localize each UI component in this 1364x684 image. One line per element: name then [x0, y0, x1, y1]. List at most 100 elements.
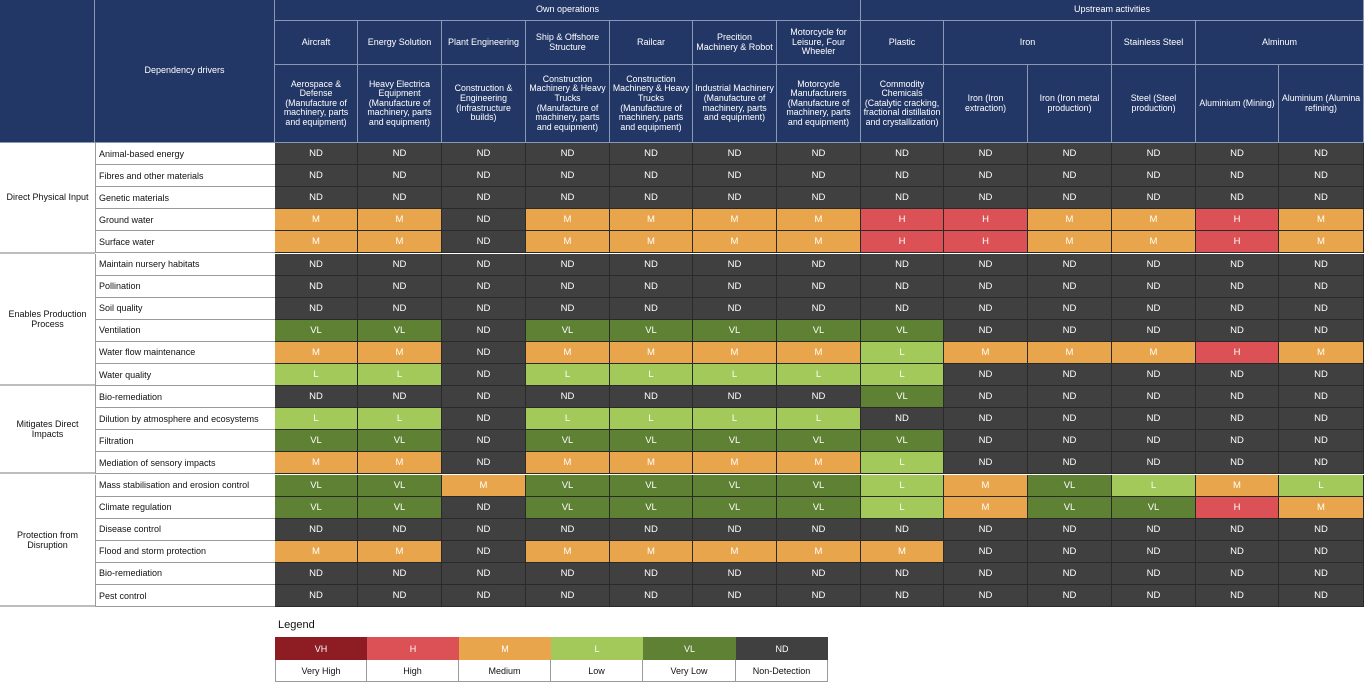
header-column: Commodity Chemicals (Catalytic cracking,… [861, 65, 944, 143]
heatmap-cell: VL [693, 474, 777, 497]
category-label: Enables Production Process [0, 253, 95, 387]
heatmap-cell: ND [693, 165, 777, 188]
heatmap-cell: H [1196, 231, 1279, 254]
heatmap-cell: ND [610, 297, 693, 320]
driver-label: Filtration [95, 430, 275, 453]
heatmap-cell: ND [1196, 562, 1279, 585]
heatmap-cell: ND [944, 297, 1028, 320]
heatmap-cell: H [1196, 496, 1279, 519]
heatmap-cell: ND [442, 297, 526, 320]
heatmap-cell: ND [442, 408, 526, 431]
heatmap-cell: M [610, 540, 693, 563]
heatmap-cell: ND [442, 585, 526, 608]
heatmap-cell: ND [275, 562, 358, 585]
heatmap-cell: ND [1196, 297, 1279, 320]
heatmap-cell: ND [1196, 143, 1279, 166]
heatmap-cell: L [526, 364, 610, 387]
driver-label: Water quality [95, 364, 275, 387]
heatmap-cell: VL [861, 319, 944, 342]
heatmap-cell: M [777, 540, 861, 563]
driver-label: Soil quality [95, 297, 275, 320]
heatmap-cell: ND [358, 518, 442, 541]
heatmap-cell: ND [526, 165, 610, 188]
heatmap-cell: M [526, 452, 610, 475]
legend-label: Very Low [643, 660, 736, 682]
driver-label: Bio-remediation [95, 386, 275, 409]
header-column: Industrial Machinery (Manufacture of mac… [693, 65, 777, 143]
heatmap-cell: ND [1196, 165, 1279, 188]
heatmap-cell: M [1196, 474, 1279, 497]
heatmap-cell: ND [693, 253, 777, 276]
heatmap-cell: ND [1279, 408, 1364, 431]
header-column: Construction Machinery & Heavy Trucks (M… [526, 65, 610, 143]
heatmap-cell: L [861, 364, 944, 387]
heatmap-cell: ND [1279, 585, 1364, 608]
heatmap-cell: ND [1196, 275, 1279, 298]
heatmap-cell: ND [1112, 452, 1196, 475]
heatmap-cell: ND [1028, 319, 1112, 342]
driver-label: Ventilation [95, 319, 275, 342]
heatmap-cell: ND [777, 386, 861, 409]
driver-label: Surface water [95, 231, 275, 254]
heatmap-cell: M [526, 231, 610, 254]
heatmap-cell: ND [944, 540, 1028, 563]
header-column: Aluminium (Mining) [1196, 65, 1279, 143]
heatmap-cell: L [1279, 474, 1364, 497]
heatmap-cell: ND [1196, 364, 1279, 387]
heatmap-cell: ND [1196, 386, 1279, 409]
legend-swatch: L [551, 637, 643, 660]
heatmap-cell: M [1112, 231, 1196, 254]
heatmap-cell: ND [693, 143, 777, 166]
driver-label: Mass stabilisation and erosion control [95, 474, 275, 497]
heatmap-cell: ND [275, 253, 358, 276]
legend-label: Non-Detection [736, 660, 828, 682]
heatmap-cell: ND [1196, 518, 1279, 541]
legend-swatch: VL [643, 637, 736, 660]
legend-swatch: ND [736, 637, 828, 660]
header-segment: Aircraft [275, 21, 358, 65]
header-segment: Railcar [610, 21, 693, 65]
heatmap-cell: ND [442, 496, 526, 519]
heatmap-cell: ND [944, 386, 1028, 409]
heatmap-cell: ND [777, 562, 861, 585]
header-column: Iron (Iron metal production) [1028, 65, 1112, 143]
heatmap-cell: ND [526, 585, 610, 608]
header-segment: Iron [944, 21, 1112, 65]
heatmap-cell: M [861, 540, 944, 563]
heatmap-cell: M [610, 452, 693, 475]
heatmap-cell: M [358, 341, 442, 364]
heatmap-cell: ND [861, 297, 944, 320]
heatmap-cell: ND [1112, 275, 1196, 298]
heatmap-cell: ND [610, 562, 693, 585]
heatmap-cell: ND [610, 386, 693, 409]
heatmap-cell: ND [693, 518, 777, 541]
driver-label: Bio-remediation [95, 562, 275, 585]
header-segment: Motorcycle for Leisure, Four Wheeler [777, 21, 861, 65]
heatmap-cell: ND [610, 275, 693, 298]
heatmap-cell: VL [610, 430, 693, 453]
heatmap-cell: VL [1028, 474, 1112, 497]
heatmap-cell: ND [442, 452, 526, 475]
legend-swatch: VH [275, 637, 367, 660]
heatmap-cell: ND [944, 275, 1028, 298]
heatmap-cell: M [1279, 496, 1364, 519]
heatmap-cell: ND [1112, 165, 1196, 188]
heatmap-cell: M [944, 474, 1028, 497]
heatmap-cell: ND [1279, 452, 1364, 475]
heatmap-cell: ND [275, 187, 358, 210]
heatmap-cell: ND [777, 165, 861, 188]
heatmap-cell: M [275, 452, 358, 475]
heatmap-cell: VL [610, 496, 693, 519]
header-column: Construction Machinery & Heavy Trucks (M… [610, 65, 693, 143]
heatmap-cell: M [693, 452, 777, 475]
heatmap-cell: M [610, 231, 693, 254]
heatmap-cell: L [693, 408, 777, 431]
heatmap-cell: H [861, 231, 944, 254]
heatmap-cell: ND [1279, 386, 1364, 409]
heatmap-cell: ND [358, 187, 442, 210]
header-column: Aerospace & Defense (Manufacture of mach… [275, 65, 358, 143]
heatmap-cell: ND [861, 585, 944, 608]
heatmap-cell: M [1028, 231, 1112, 254]
heatmap-cell: H [861, 209, 944, 232]
heatmap-cell: VL [358, 474, 442, 497]
